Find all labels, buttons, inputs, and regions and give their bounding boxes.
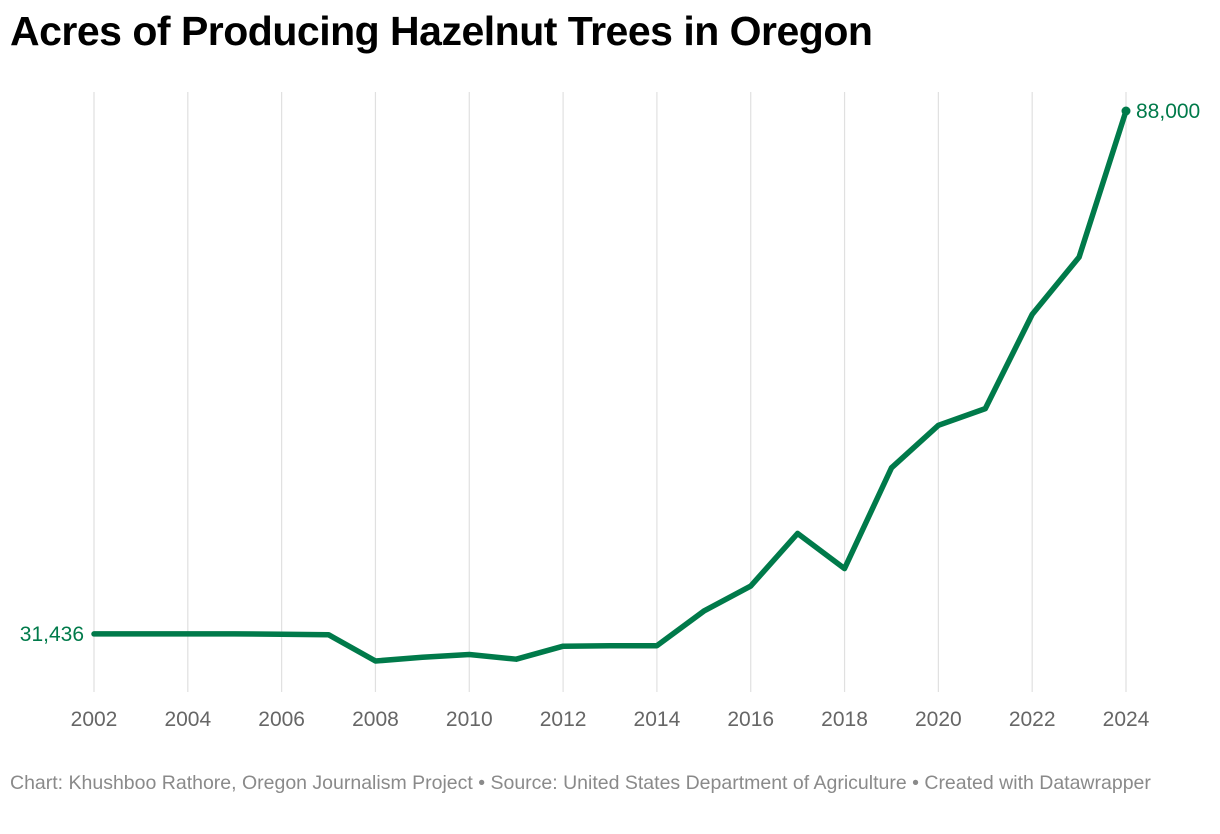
x-tick-label-2006: 2006 [258, 708, 305, 731]
x-tick-label-2018: 2018 [821, 708, 868, 731]
series-group [91, 108, 1129, 664]
chart-title: Acres of Producing Hazelnut Trees in Ore… [10, 8, 873, 54]
gridlines [93, 92, 1127, 692]
end-point-2024 [1121, 106, 1131, 116]
data-label-2002: 31,436 [20, 623, 84, 646]
x-tick-label-2022: 2022 [1009, 708, 1056, 731]
x-tick-label-2012: 2012 [540, 708, 587, 731]
x-tick-label-2010: 2010 [446, 708, 493, 731]
chart-footer: Chart: Khushboo Rathore, Oregon Journali… [10, 772, 1151, 794]
x-tick-label-2002: 2002 [71, 708, 118, 731]
x-axis-ticks: 2002 2004 2006 2008 2010 2012 2014 2016 2018 2020… [71, 708, 1150, 731]
x-tick-label-2024: 2024 [1103, 708, 1150, 731]
data-labels: 31,436 88,000 [20, 100, 1200, 646]
x-tick-label-2008: 2008 [352, 708, 399, 731]
series-line-0 [91, 108, 1129, 664]
data-label-2024: 88,000 [1136, 100, 1200, 123]
x-tick-label-2004: 2004 [164, 708, 211, 731]
x-tick-label-2020: 2020 [915, 708, 962, 731]
x-tick-label-2016: 2016 [727, 708, 774, 731]
x-tick-label-2014: 2014 [634, 708, 681, 731]
